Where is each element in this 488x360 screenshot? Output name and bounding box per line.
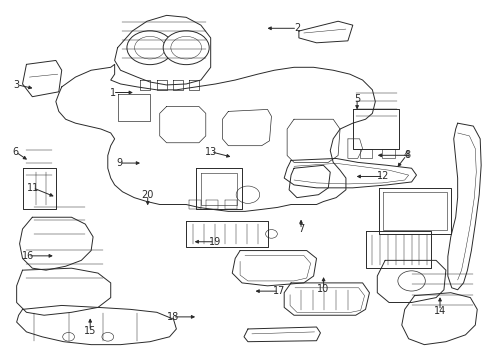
Circle shape [163, 31, 209, 65]
Text: 13: 13 [204, 147, 217, 157]
Circle shape [170, 36, 201, 59]
Text: 11: 11 [26, 183, 39, 193]
Circle shape [127, 31, 173, 65]
Circle shape [397, 271, 425, 291]
Text: 14: 14 [433, 306, 445, 315]
Text: 20: 20 [141, 190, 154, 200]
Text: 4: 4 [403, 150, 409, 160]
Text: 3: 3 [14, 80, 20, 90]
Text: 5: 5 [353, 94, 360, 104]
Text: 15: 15 [84, 326, 96, 336]
Text: 2: 2 [293, 23, 300, 33]
Text: 16: 16 [22, 251, 34, 261]
Text: 10: 10 [317, 284, 329, 294]
Circle shape [265, 230, 277, 238]
Text: 12: 12 [377, 171, 389, 181]
Text: 1: 1 [109, 87, 116, 98]
Text: 8: 8 [404, 150, 409, 160]
Circle shape [134, 36, 165, 59]
Text: 19: 19 [208, 237, 221, 247]
Text: 17: 17 [272, 286, 285, 296]
Circle shape [62, 333, 74, 341]
Circle shape [236, 186, 259, 203]
Text: 9: 9 [116, 158, 122, 168]
Text: 7: 7 [297, 224, 304, 234]
Text: 18: 18 [166, 312, 179, 322]
Circle shape [102, 333, 113, 341]
Text: 6: 6 [12, 147, 19, 157]
